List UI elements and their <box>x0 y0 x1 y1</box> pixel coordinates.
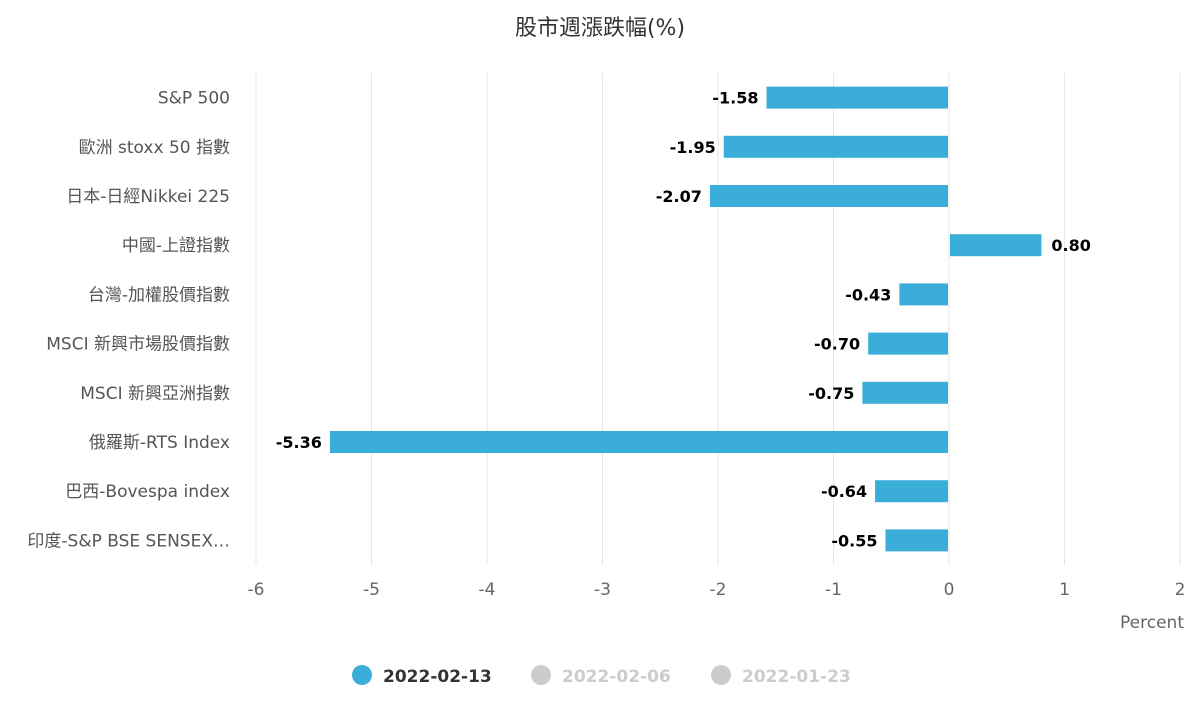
chart-title: 股市週漲跌幅(%) <box>515 16 685 41</box>
legend-marker[interactable] <box>352 665 372 685</box>
data-label: -1.58 <box>712 89 758 108</box>
category-label: 日本-日經Nikkei 225 <box>66 187 230 207</box>
x-tick-label: 1 <box>1059 580 1070 600</box>
x-tick-label: -5 <box>363 580 380 600</box>
x-axis-title: Percent <box>1120 613 1184 633</box>
category-label: S&P 500 <box>158 89 230 109</box>
x-tick-label: -2 <box>710 580 727 600</box>
legend-marker[interactable] <box>711 665 731 685</box>
category-label: 歐洲 stoxx 50 指數 <box>79 138 230 158</box>
data-label: -0.70 <box>814 335 860 354</box>
category-label: 俄羅斯-RTS Index <box>89 433 230 453</box>
category-label: 巴西-Bovespa index <box>65 482 230 502</box>
legend-label[interactable]: 2022-01-23 <box>742 667 851 687</box>
bar[interactable] <box>329 431 948 453</box>
x-tick-labels: -6 -5 -4 -3 -2 -1 0 1 2 <box>248 580 1186 600</box>
bar[interactable] <box>885 529 948 552</box>
bar[interactable] <box>950 234 1042 257</box>
legend: 2022-02-13 2022-02-06 2022-01-23 <box>352 665 851 687</box>
data-label: -0.55 <box>831 531 877 550</box>
category-label: 台灣-加權股價指數 <box>88 285 230 305</box>
legend-label[interactable]: 2022-02-06 <box>562 667 671 687</box>
data-label: 0.80 <box>1051 236 1090 255</box>
bar[interactable] <box>723 135 948 158</box>
x-tick-label: 0 <box>944 580 955 600</box>
legend-label[interactable]: 2022-02-13 <box>383 667 492 687</box>
x-tick-label: -6 <box>248 580 265 600</box>
legend-item[interactable]: 2022-01-23 <box>711 665 851 687</box>
category-label: 印度-S&P BSE SENSEX… <box>27 531 230 551</box>
data-labels: -1.58 -1.95 -2.07 0.80 -0.43 -0.70 -0.75 -5.36 -… <box>276 89 1091 551</box>
bar[interactable] <box>862 381 948 404</box>
data-label: -0.64 <box>821 482 867 501</box>
x-tick-label: -3 <box>594 580 611 600</box>
legend-item[interactable]: 2022-02-06 <box>531 665 671 687</box>
data-label: -5.36 <box>276 433 322 452</box>
bar[interactable] <box>709 185 948 207</box>
bar[interactable] <box>899 283 948 306</box>
x-tick-label: 2 <box>1175 580 1186 600</box>
bars <box>329 86 1042 552</box>
legend-item[interactable]: 2022-02-13 <box>352 665 492 687</box>
bar[interactable] <box>875 480 948 503</box>
x-tick-label: -1 <box>825 580 842 600</box>
category-label: 中國-上證指數 <box>122 236 230 256</box>
grid-lines <box>255 73 1181 565</box>
category-label: MSCI 新興市場股價指數 <box>46 335 230 355</box>
bar[interactable] <box>766 86 948 109</box>
data-label: -0.43 <box>845 285 891 304</box>
category-label: MSCI 新興亞洲指數 <box>80 384 230 404</box>
data-label: -2.07 <box>656 187 702 206</box>
legend-marker[interactable] <box>531 665 551 685</box>
data-label: -1.95 <box>670 138 716 157</box>
bar[interactable] <box>868 332 948 355</box>
x-tick-label: -4 <box>479 580 496 600</box>
data-label: -0.75 <box>808 384 854 403</box>
